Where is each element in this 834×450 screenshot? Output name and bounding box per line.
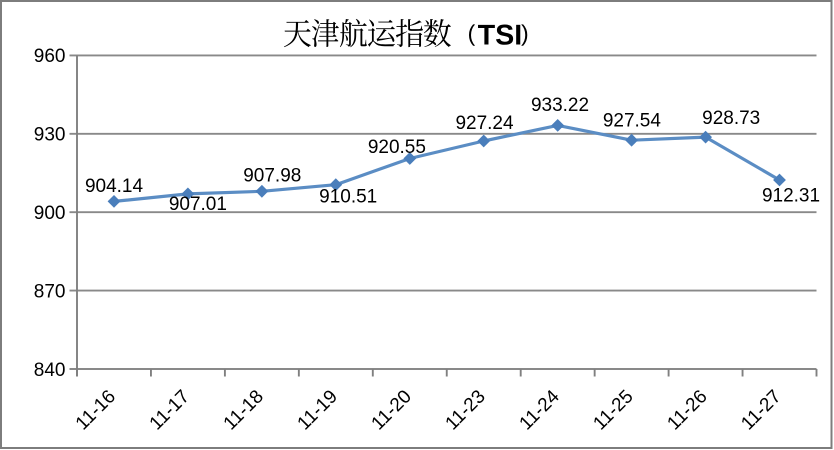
svg-text:927.24: 927.24 <box>455 113 514 134</box>
svg-text:930: 930 <box>34 125 66 146</box>
svg-text:904.14: 904.14 <box>85 176 144 197</box>
svg-text:920.55: 920.55 <box>368 137 426 158</box>
svg-text:960: 960 <box>34 46 66 67</box>
svg-text:907.98: 907.98 <box>243 165 301 186</box>
svg-text:840: 840 <box>34 360 66 381</box>
svg-text:870: 870 <box>34 281 66 302</box>
svg-text:907.01: 907.01 <box>169 194 227 215</box>
svg-text:933.22: 933.22 <box>531 95 589 116</box>
svg-text:910.51: 910.51 <box>319 186 377 207</box>
svg-text:927.54: 927.54 <box>603 111 662 132</box>
svg-text:912.31: 912.31 <box>762 186 820 207</box>
svg-text:928.73: 928.73 <box>702 108 760 129</box>
svg-text:900: 900 <box>34 203 66 224</box>
